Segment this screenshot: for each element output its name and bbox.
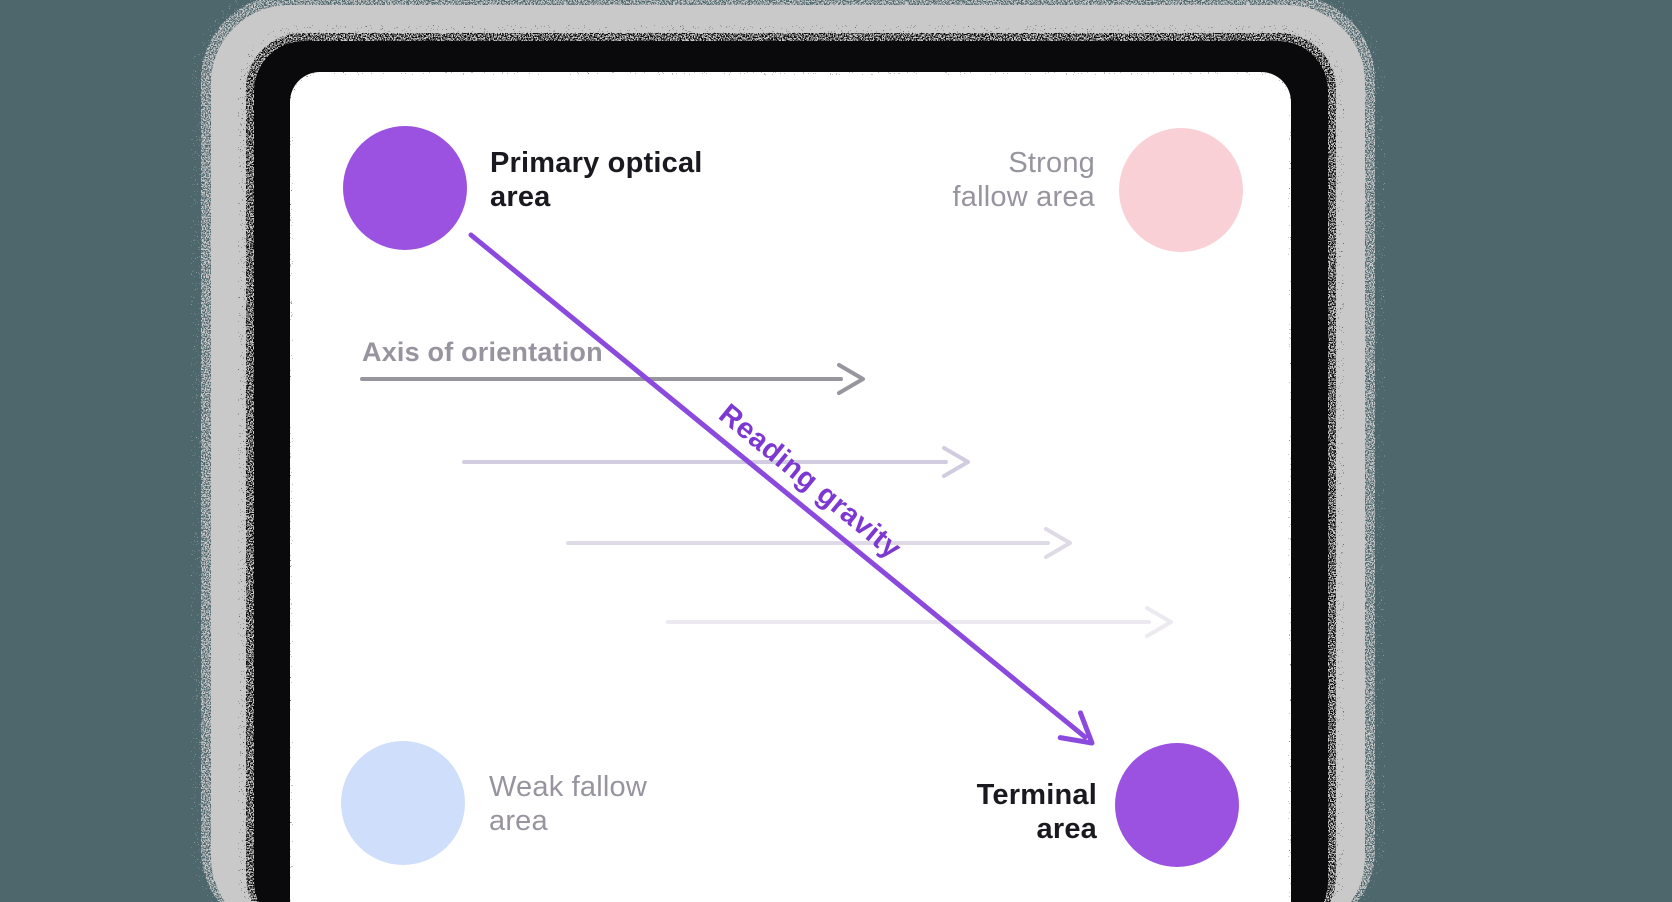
primary-optical-area-circle — [343, 126, 467, 250]
axis-arrow-2 — [462, 446, 970, 478]
reading-gravity-arrow — [468, 232, 1095, 746]
axis-arrow-1 — [360, 363, 865, 395]
terminal-area-label-line1: Terminal — [976, 779, 1097, 811]
axis-arrow-4 — [666, 606, 1173, 638]
content-card — [290, 72, 1291, 902]
axis-arrow-2-head — [942, 446, 970, 478]
terminal-area-circle — [1115, 743, 1239, 867]
primary-optical-area-label-line2: area — [490, 181, 551, 213]
reading-gravity-arrow-head — [1057, 710, 1095, 746]
primary-optical-area-label: Primary optical area — [490, 146, 703, 214]
axis-of-orientation-label: Axis of orientation — [362, 337, 603, 367]
weak-fallow-area-circle — [341, 741, 465, 865]
terminal-area-label: Terminal area — [977, 778, 1097, 846]
axis-arrow-3-head — [1044, 527, 1072, 559]
strong-fallow-area-label-line2: fallow area — [952, 181, 1095, 213]
terminal-area-label-line2: area — [1036, 813, 1097, 845]
axis-arrow-3 — [566, 527, 1072, 559]
card-edge-grain — [287, 69, 1294, 902]
weak-fallow-area-label-line2: area — [489, 805, 548, 837]
weak-fallow-area-label: Weak fallow area — [489, 770, 647, 838]
strong-fallow-area-label-line1: Strong — [1008, 147, 1095, 179]
weak-fallow-area-label-line1: Weak fallow — [489, 771, 648, 803]
strong-fallow-area-label: Strong fallow area — [953, 146, 1095, 214]
reading-gravity-arrow-line — [468, 232, 1088, 740]
axis-arrow-1-head — [837, 363, 865, 395]
axis-arrow-4-head — [1145, 606, 1173, 638]
strong-fallow-area-circle — [1119, 128, 1243, 252]
primary-optical-area-label-line1: Primary optical — [490, 147, 703, 179]
